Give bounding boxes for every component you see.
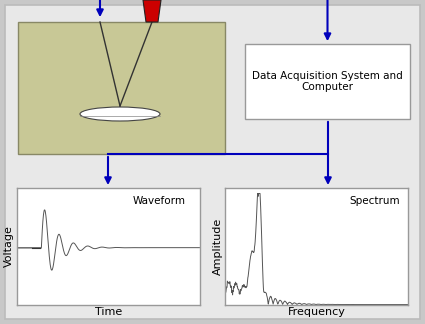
Polygon shape	[143, 0, 161, 22]
Y-axis label: Voltage: Voltage	[4, 225, 14, 267]
X-axis label: Time: Time	[95, 307, 122, 317]
Text: Waveform: Waveform	[133, 196, 186, 206]
FancyBboxPatch shape	[18, 22, 225, 154]
FancyBboxPatch shape	[245, 44, 410, 119]
Text: Spectrum: Spectrum	[350, 196, 400, 206]
Ellipse shape	[80, 107, 160, 121]
Y-axis label: Amplitude: Amplitude	[212, 218, 222, 275]
Text: Data Acquisition System and
Computer: Data Acquisition System and Computer	[252, 71, 403, 92]
X-axis label: Frequency: Frequency	[288, 307, 346, 317]
FancyBboxPatch shape	[5, 5, 420, 319]
